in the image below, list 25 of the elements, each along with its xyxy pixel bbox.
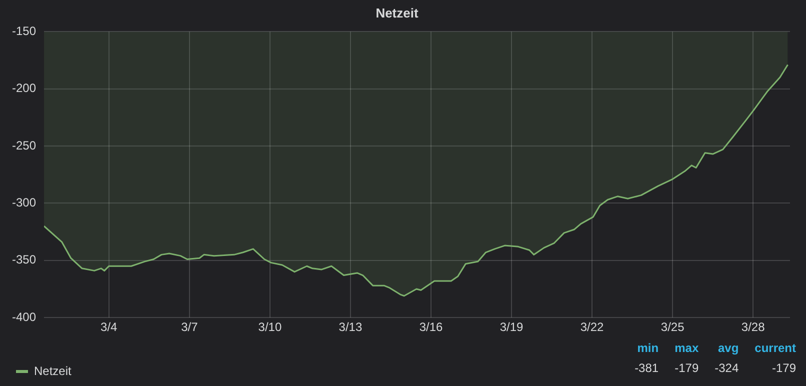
- text: avg: [716, 341, 739, 355]
- text: current: [754, 341, 796, 355]
- chart-title: Netzeit: [376, 5, 419, 20]
- text: -179: [674, 361, 699, 375]
- x-tick-label: 3/13: [338, 320, 362, 334]
- y-tick-label: -400: [12, 310, 36, 324]
- y-tick-label: -350: [12, 252, 36, 267]
- legend-label: Netzeit: [34, 364, 72, 378]
- text: min: [636, 341, 659, 355]
- x-tick-label: 3/28: [741, 320, 766, 334]
- x-tick-label: 3/7: [181, 320, 198, 334]
- y-tick-label: -150: [12, 24, 36, 38]
- y-tick-label: -200: [12, 81, 36, 96]
- text: -179: [770, 361, 796, 375]
- text: -324: [714, 361, 739, 375]
- x-tick-label: 3/19: [500, 320, 524, 334]
- x-tick-label: 3/22: [580, 320, 604, 334]
- x-tick-label: 3/25: [660, 320, 685, 334]
- text: max: [674, 341, 699, 355]
- x-tick-label: 3/10: [258, 320, 282, 334]
- x-tick-label: 3/4: [100, 320, 118, 334]
- x-tick-label: 3/16: [419, 320, 443, 334]
- y-tick-label: -300: [12, 196, 36, 210]
- text: -381: [634, 361, 659, 375]
- y-tick-label: -250: [12, 138, 36, 152]
